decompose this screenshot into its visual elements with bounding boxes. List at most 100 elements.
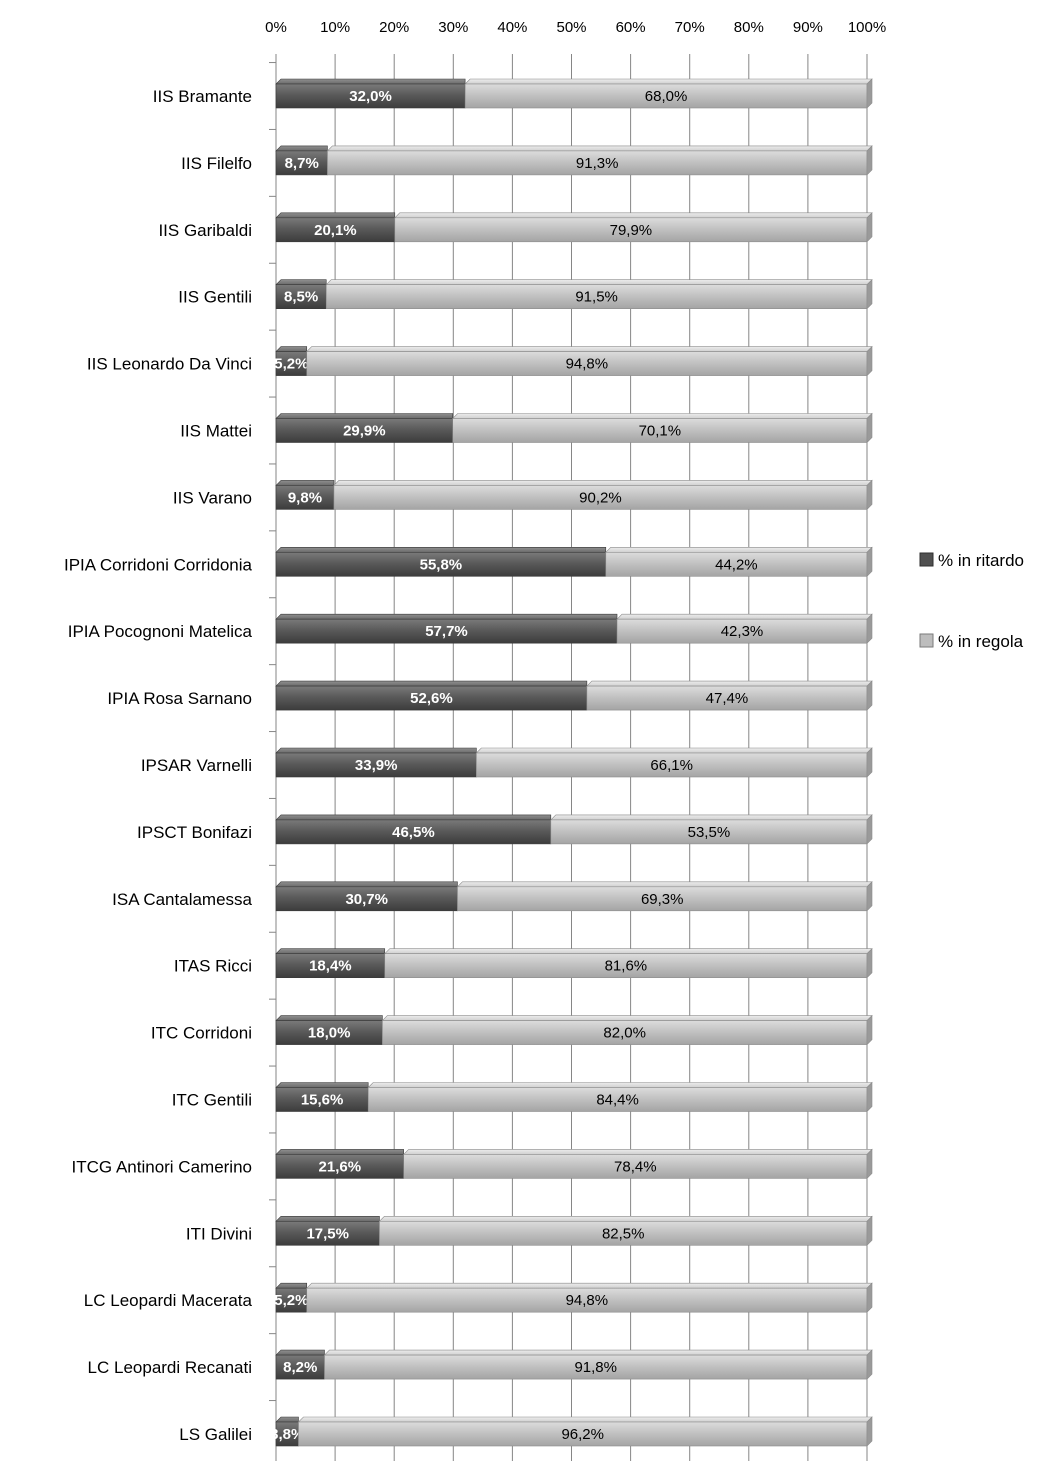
data-label: 81,6% <box>605 958 648 975</box>
data-label: 94,8% <box>566 1292 609 1309</box>
data-label: 94,8% <box>566 356 609 373</box>
bar-top-face <box>275 1282 308 1289</box>
data-label: 21,6% <box>319 1158 362 1175</box>
bar-top-face <box>275 413 454 419</box>
bar-in-ritardo <box>275 953 386 979</box>
bar-top-face <box>323 1349 873 1356</box>
bar-in-ritardo <box>275 485 335 510</box>
bar-top-face <box>275 948 386 955</box>
data-label: 90,2% <box>579 489 622 506</box>
bar-top-face <box>275 546 607 553</box>
x-tick-label: 10% <box>320 19 350 36</box>
bar-top-face <box>275 212 396 219</box>
data-label: 47,4% <box>706 690 749 707</box>
bar-in-ritardo <box>275 1020 383 1045</box>
category-label: LC Leopardi Recanati <box>88 1358 252 1377</box>
bar-side-face <box>866 1014 873 1046</box>
data-label: 66,1% <box>650 757 693 774</box>
category-label: ITC Corridoni <box>151 1024 252 1043</box>
bar-top-face <box>275 680 588 687</box>
bar-in-regola <box>403 1154 868 1179</box>
bar-in-regola <box>367 1087 868 1112</box>
data-label: 57,7% <box>425 623 468 640</box>
bar-in-regola <box>306 351 868 376</box>
x-tick-label: 50% <box>556 19 586 36</box>
category-label: ITI Divini <box>186 1224 252 1243</box>
bar-top-face <box>275 1149 404 1155</box>
bar-top-face <box>275 814 552 821</box>
bar-top-face <box>464 78 873 85</box>
bar-side-face <box>866 1349 873 1380</box>
legend-label: % in ritardo <box>938 551 1024 570</box>
bar-in-regola <box>333 485 868 510</box>
category-label: IIS Mattei <box>180 422 252 441</box>
category-label: IPIA Corridoni Corridonia <box>64 555 253 574</box>
bar-side-face <box>866 881 873 912</box>
data-label: 15,6% <box>301 1092 344 1109</box>
data-label: 33,9% <box>355 757 398 774</box>
data-label: 29,9% <box>343 423 386 440</box>
data-label: 52,6% <box>410 690 453 707</box>
x-tick-label: 80% <box>734 19 764 36</box>
legend: % in ritardo % in regola <box>919 551 1024 651</box>
bar-top-face <box>275 480 335 486</box>
data-label: 9,8% <box>288 489 322 506</box>
bar-side-face <box>866 145 873 176</box>
bar-in-ritardo <box>275 1154 404 1179</box>
bar-top-face <box>475 747 873 754</box>
bar-side-face <box>866 814 873 845</box>
category-label: IIS Bramante <box>153 87 252 106</box>
category-labels: IIS Bramante IIS Filelfo IIS Garibaldi IIS … <box>64 87 253 1444</box>
bar-top-face <box>326 145 873 152</box>
bar-in-regola <box>452 418 868 443</box>
bar-top-face <box>275 279 327 286</box>
bar-in-ritardo <box>275 551 607 577</box>
category-label: ISA Cantalamessa <box>112 890 252 909</box>
category-label: IPSAR Varnelli <box>141 756 252 775</box>
bar-in-regola <box>382 1020 868 1045</box>
bar-side-face <box>866 1081 873 1113</box>
data-label: 8,2% <box>283 1359 317 1376</box>
category-label: IIS Garibaldi <box>158 221 252 240</box>
data-label: 82,5% <box>602 1225 645 1242</box>
bar-side-face <box>866 479 873 511</box>
data-label: 18,4% <box>309 958 352 975</box>
data-label: 30,7% <box>345 891 388 908</box>
bar-top-face <box>275 145 328 152</box>
bar-side-face <box>866 680 873 711</box>
bar-top-face <box>275 1349 325 1356</box>
x-tick-label: 0% <box>265 19 287 36</box>
category-label: ITAS Ricci <box>174 957 252 976</box>
data-label: 96,2% <box>561 1426 604 1443</box>
bar-side-face <box>866 278 873 310</box>
category-label: ITCG Antinori Camerino <box>72 1157 252 1176</box>
bar-in-ritardo <box>275 819 552 845</box>
data-label: 68,0% <box>645 88 688 105</box>
bar-top-face <box>586 680 873 687</box>
legend-label: % in regola <box>938 632 1024 651</box>
bar-top-face <box>616 613 873 620</box>
category-label: LS Galilei <box>179 1425 252 1444</box>
bar-top-face <box>605 546 873 553</box>
bar-in-ritardo <box>275 284 327 310</box>
bar-side-face <box>866 345 873 377</box>
data-label: 32,0% <box>349 88 392 105</box>
bar-top-face <box>275 747 477 754</box>
data-label: 91,3% <box>576 155 619 172</box>
bar-top-face <box>402 1149 873 1155</box>
bar-side-face <box>866 1148 873 1180</box>
bar-in-regola <box>616 618 868 644</box>
bar-top-face <box>381 1015 873 1021</box>
data-label: 69,3% <box>641 891 684 908</box>
bar-side-face <box>866 747 873 778</box>
bar-side-face <box>866 1282 873 1313</box>
bar-top-face <box>275 1416 299 1423</box>
bar-side-face <box>866 212 873 243</box>
category-label: IPIA Pocognoni Matelica <box>68 622 253 641</box>
bar-in-regola <box>586 685 868 711</box>
x-axis-ticks: 0% 10% 20% 30% 40% 50% 60% 70% 80% 90% 100% <box>265 19 886 60</box>
category-label: LC Leopardi Macerata <box>84 1291 253 1310</box>
data-label: 17,5% <box>306 1225 349 1242</box>
bar-in-ritardo <box>275 1221 380 1246</box>
